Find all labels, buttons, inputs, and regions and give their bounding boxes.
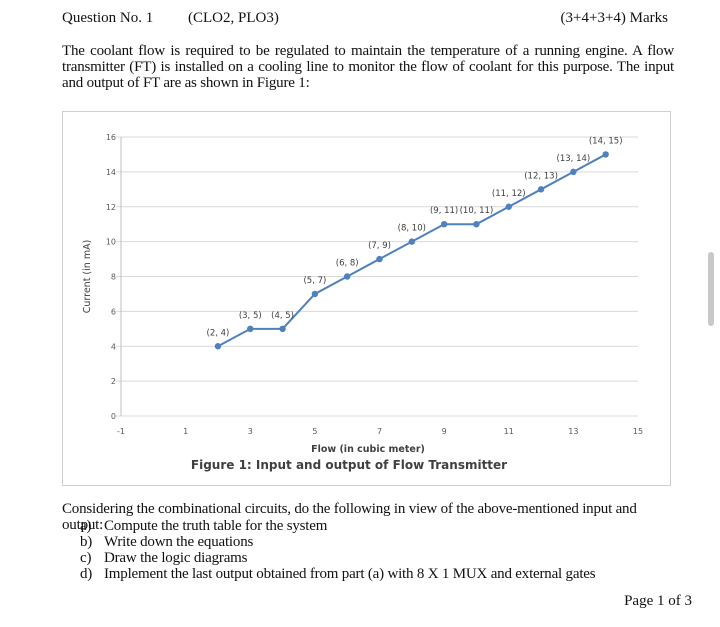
x-tick-label: 3	[248, 427, 253, 436]
task-item: d) Implement the last output obtained fro…	[80, 566, 596, 582]
task-item: b) Write down the equations	[80, 534, 595, 550]
clo-plo-label: (CLO2, PLO3)	[188, 10, 279, 26]
x-tick-label: 13	[568, 427, 578, 436]
y-tick-label: 16	[106, 133, 116, 142]
x-tick-label: -1	[117, 427, 125, 436]
x-tick-label: 1	[183, 427, 188, 436]
y-tick-label: 10	[106, 238, 116, 247]
task-marker: a)	[80, 518, 92, 534]
x-tick-label: 5	[312, 427, 317, 436]
chart-frame: 0 2 4 6 8 10 12 14 16 -1 1 3 5 7 9 11 13 15 Flow (in cubic…	[62, 111, 671, 486]
intro-paragraph: The coolant flow is required to be regul…	[62, 43, 674, 91]
task-text: Write down the equations	[104, 534, 254, 550]
data-point	[376, 255, 383, 263]
question-number: Question No. 1	[62, 10, 154, 26]
data-label: (12, 13)	[524, 171, 558, 181]
scrollbar-thumb[interactable]	[708, 252, 714, 326]
x-tick-label: 15	[633, 427, 643, 436]
task-text: Implement the last output obtained from …	[104, 566, 596, 582]
task-text: Compute the truth table for the system	[104, 518, 328, 534]
data-point	[537, 186, 545, 193]
task-marker: d)	[80, 566, 93, 582]
x-tick-label: 9	[442, 427, 447, 436]
data-point	[408, 238, 416, 245]
task-marker: c)	[80, 550, 92, 566]
task-item: a) Compute the truth table for the system	[80, 518, 595, 534]
y-tick-label: 8	[111, 273, 116, 282]
data-label: (14, 15)	[589, 136, 623, 146]
data-label: (2, 4)	[207, 328, 230, 338]
data-point	[505, 203, 512, 210]
data-label: (11, 12)	[492, 189, 526, 199]
data-label: (4, 5)	[271, 311, 294, 321]
page-number: Page 1 of 3	[624, 593, 692, 609]
y-tick-label: 0	[111, 412, 116, 421]
data-label: (3, 5)	[239, 311, 262, 321]
data-point	[247, 325, 254, 333]
data-label: (8, 10)	[398, 224, 426, 234]
data-point	[311, 290, 319, 298]
data-point	[602, 151, 609, 158]
y-tick-label: 12	[106, 203, 116, 212]
data-label: (10, 11)	[460, 206, 494, 216]
x-axis-title: Flow (in cubic meter)	[311, 444, 425, 455]
data-label: (7, 9)	[368, 241, 391, 251]
x-tick-label: 11	[504, 427, 514, 436]
task-text: Draw the logic diagrams	[104, 550, 248, 566]
data-point	[279, 325, 286, 333]
data-label: (6, 8)	[336, 259, 359, 269]
data-point	[570, 168, 577, 176]
instructions-paragraph: Considering the combinational circuits, …	[62, 501, 637, 533]
data-label: (9, 11)	[430, 206, 458, 216]
data-point	[214, 343, 222, 350]
data-label: (13, 14)	[557, 154, 591, 164]
data-point	[473, 220, 480, 228]
chart-title: Figure 1: Input and output of Flow Trans…	[191, 458, 507, 472]
y-axis-title: Current (in mA)	[82, 240, 93, 314]
y-tick-label: 2	[111, 377, 116, 386]
data-point	[343, 273, 351, 280]
y-tick-label: 14	[106, 168, 116, 177]
task-list: a) Compute the truth table for the system…	[80, 518, 596, 582]
task-item: c) Draw the logic diagrams	[80, 550, 595, 566]
task-marker: b)	[80, 534, 93, 550]
y-tick-label: 4	[111, 342, 116, 351]
data-label: (5, 7)	[303, 276, 326, 286]
marks-label: (3+4+3+4) Marks	[560, 10, 668, 26]
y-tick-label: 6	[111, 307, 116, 316]
data-point	[440, 220, 448, 228]
x-tick-label: 7	[377, 427, 382, 436]
